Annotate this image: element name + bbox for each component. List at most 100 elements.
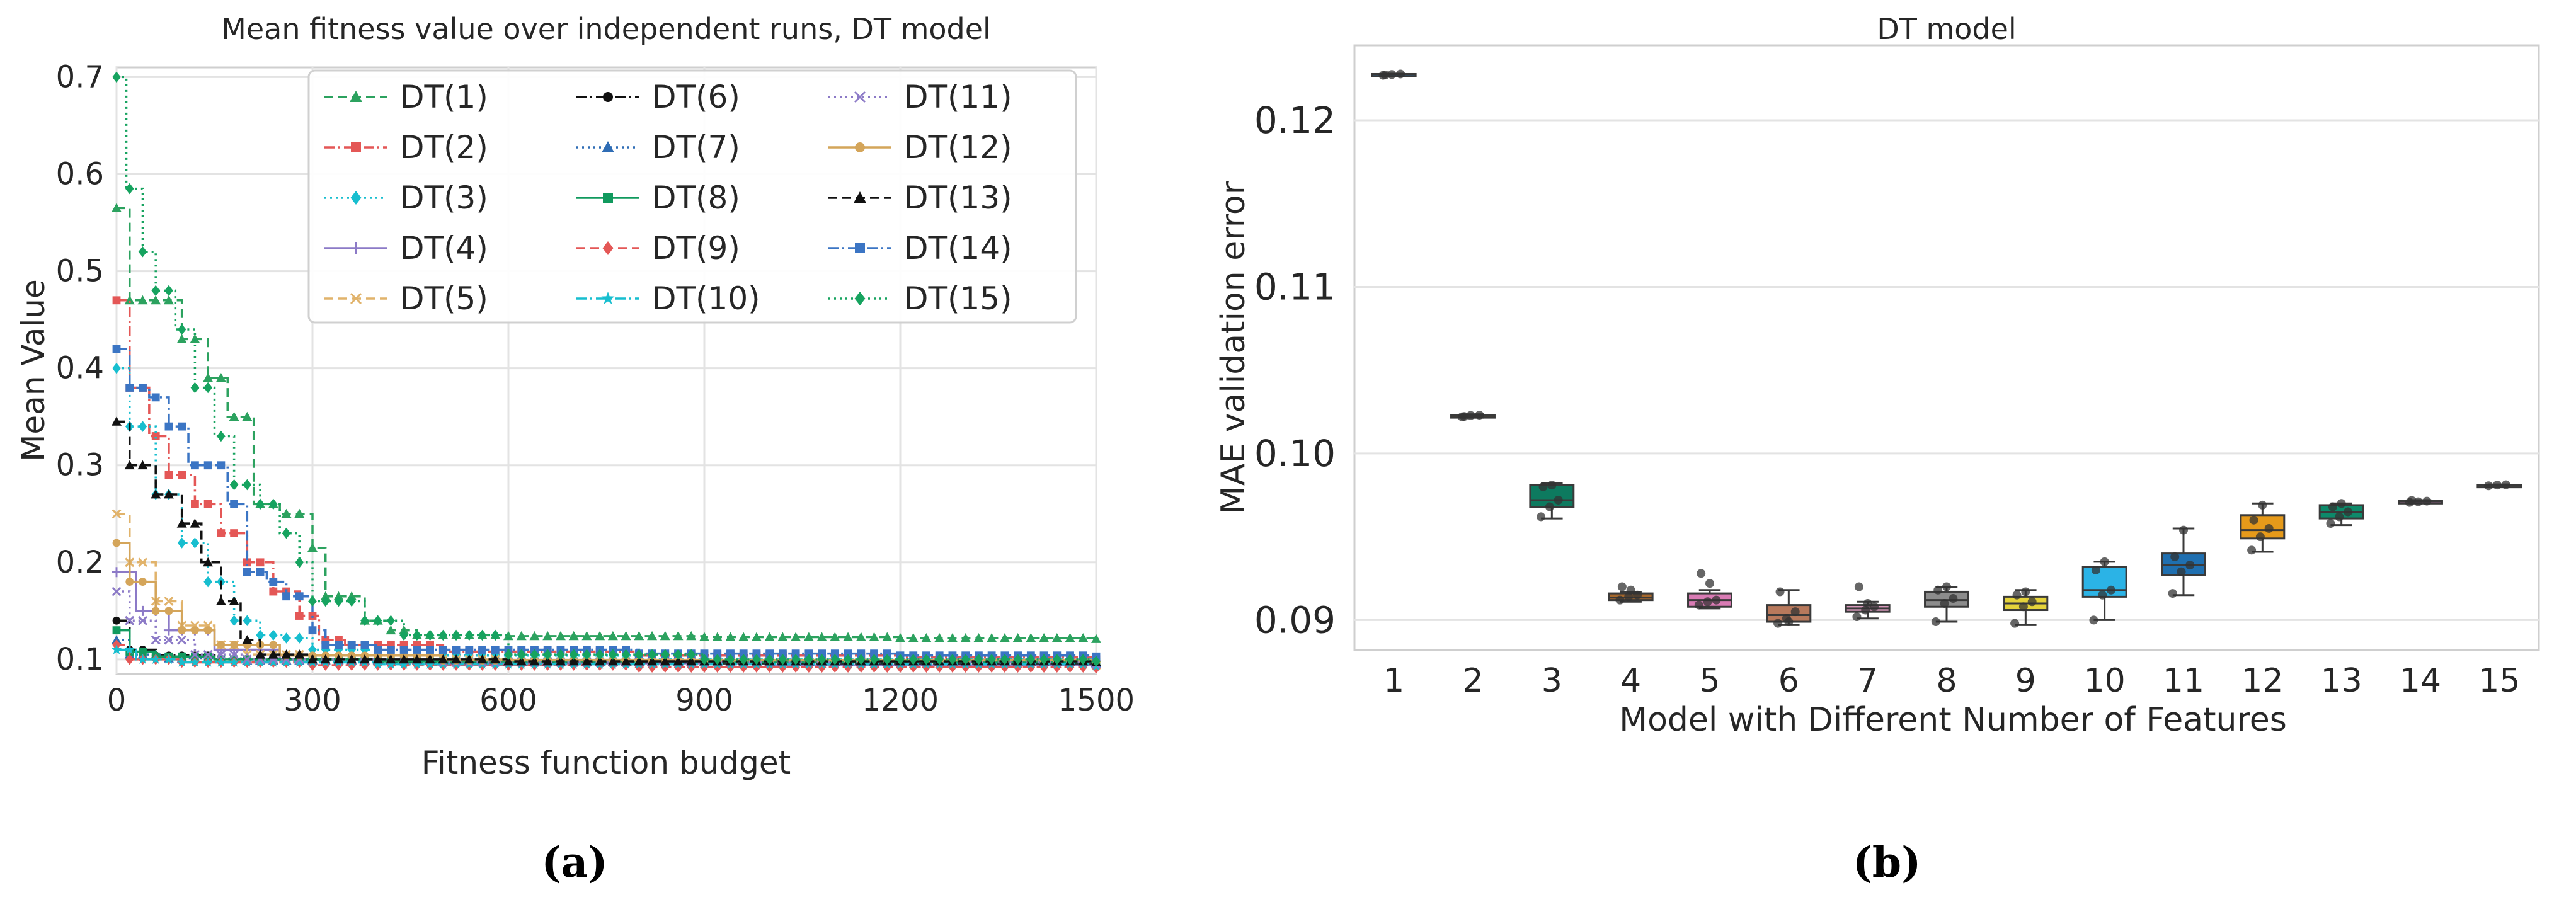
panel-a-tick-labels: 0 300 600 900 1200 1500 0.1 0.2 0.3 0.4 0.5 0.6 0.7 bbox=[56, 59, 1135, 718]
series-marker bbox=[1065, 632, 1075, 642]
box-point bbox=[2100, 557, 2109, 566]
series-marker bbox=[425, 658, 435, 669]
box-point bbox=[1852, 612, 1862, 622]
box-point bbox=[1933, 585, 1943, 595]
box-point bbox=[1940, 598, 1949, 608]
series-marker bbox=[216, 649, 226, 659]
series-marker bbox=[870, 649, 878, 658]
panel-b-x-tick-label: 1 bbox=[1383, 662, 1404, 700]
series-marker bbox=[830, 654, 840, 665]
box-point bbox=[2422, 496, 2432, 506]
series-marker bbox=[791, 632, 801, 641]
box-point bbox=[1538, 482, 1548, 491]
panel-b-x-tick-label: 8 bbox=[1936, 662, 1957, 700]
series-marker bbox=[178, 471, 186, 479]
series-marker bbox=[504, 649, 513, 660]
series-marker bbox=[360, 615, 369, 627]
series-marker bbox=[360, 659, 369, 671]
series-marker bbox=[581, 631, 592, 641]
series-marker bbox=[607, 631, 618, 641]
series-marker bbox=[568, 656, 579, 666]
series-marker bbox=[1026, 632, 1036, 642]
panel-b-caption: (b) bbox=[1853, 838, 1921, 887]
series-marker bbox=[138, 246, 147, 258]
box-point bbox=[1863, 598, 1872, 608]
series-marker bbox=[163, 489, 174, 499]
series-line bbox=[117, 207, 1097, 639]
series-marker bbox=[230, 529, 238, 537]
series-marker bbox=[255, 656, 266, 667]
series-marker bbox=[595, 649, 604, 660]
series-marker bbox=[764, 632, 775, 641]
series-marker bbox=[190, 537, 200, 549]
legend-marker bbox=[351, 142, 361, 152]
box-point bbox=[2107, 585, 2116, 595]
series-marker bbox=[1053, 654, 1062, 665]
series-marker bbox=[582, 649, 592, 660]
box-model-4 bbox=[1608, 582, 1654, 605]
legend-marker bbox=[350, 242, 362, 254]
panel-a-x-tick-label: 1500 bbox=[1058, 683, 1135, 718]
box-point bbox=[2089, 615, 2098, 625]
series-marker bbox=[282, 527, 291, 539]
legend-frame bbox=[307, 69, 1077, 324]
box-point bbox=[1475, 411, 1484, 420]
series-marker bbox=[137, 605, 148, 616]
legend-label: DT(10) bbox=[652, 280, 760, 317]
series-marker bbox=[1000, 654, 1009, 665]
series-marker bbox=[229, 479, 239, 491]
box-point bbox=[1784, 617, 1794, 627]
series-marker bbox=[738, 632, 749, 641]
panel-a-x-tick-label: 900 bbox=[675, 683, 733, 718]
series-marker bbox=[660, 631, 670, 641]
box-point bbox=[1624, 592, 1634, 602]
panel-a-y-tick-label: 0.2 bbox=[56, 545, 104, 580]
panel-a-y-tick-label: 0.7 bbox=[56, 59, 104, 94]
series-marker bbox=[752, 654, 761, 665]
series-marker bbox=[215, 373, 226, 382]
series-marker bbox=[425, 654, 435, 664]
series-marker bbox=[830, 632, 840, 641]
legend-label: DT(11) bbox=[904, 79, 1012, 115]
box-point bbox=[1633, 590, 1642, 600]
series-marker bbox=[243, 558, 251, 567]
legend-label: DT(3) bbox=[400, 180, 488, 216]
series-marker bbox=[516, 631, 527, 641]
series-marker bbox=[177, 324, 186, 335]
series-marker bbox=[426, 646, 434, 654]
series-marker bbox=[386, 654, 396, 664]
series-marker bbox=[517, 649, 526, 660]
box-point bbox=[1942, 582, 1951, 591]
panel-a-x-tick-label: 1200 bbox=[862, 683, 939, 718]
series-marker bbox=[491, 646, 500, 654]
series-marker bbox=[739, 654, 748, 665]
series-marker bbox=[176, 518, 187, 528]
box-point bbox=[2027, 597, 2037, 607]
series-marker bbox=[386, 625, 396, 635]
series-marker bbox=[713, 649, 722, 658]
panel-a-x-axis-label: Fitness function budget bbox=[421, 745, 791, 781]
series-marker bbox=[843, 632, 854, 641]
series-marker bbox=[1013, 654, 1022, 665]
box-point bbox=[2337, 499, 2346, 508]
legend-marker bbox=[602, 241, 614, 255]
series-marker bbox=[229, 615, 239, 627]
legend-entry: DT(10) bbox=[576, 280, 760, 317]
legend-entry: DT(2) bbox=[324, 129, 488, 166]
legend-entry: DT(7) bbox=[576, 129, 740, 166]
series-marker bbox=[1092, 656, 1101, 667]
box-point bbox=[2179, 525, 2188, 535]
series-marker bbox=[895, 632, 905, 642]
series-marker bbox=[411, 658, 423, 669]
series-marker bbox=[256, 568, 265, 576]
box-point bbox=[1861, 605, 1870, 615]
series-marker bbox=[190, 649, 200, 659]
legend-marker bbox=[854, 91, 866, 103]
panel-b-x-tick-label: 14 bbox=[2400, 662, 2441, 700]
panel-a-caption: (a) bbox=[541, 838, 607, 887]
series-marker bbox=[347, 641, 356, 649]
series-marker bbox=[164, 635, 174, 645]
panel-b-y-tick-label: 0.09 bbox=[1254, 598, 1336, 641]
series-marker bbox=[269, 629, 278, 641]
box-point bbox=[1694, 600, 1703, 610]
